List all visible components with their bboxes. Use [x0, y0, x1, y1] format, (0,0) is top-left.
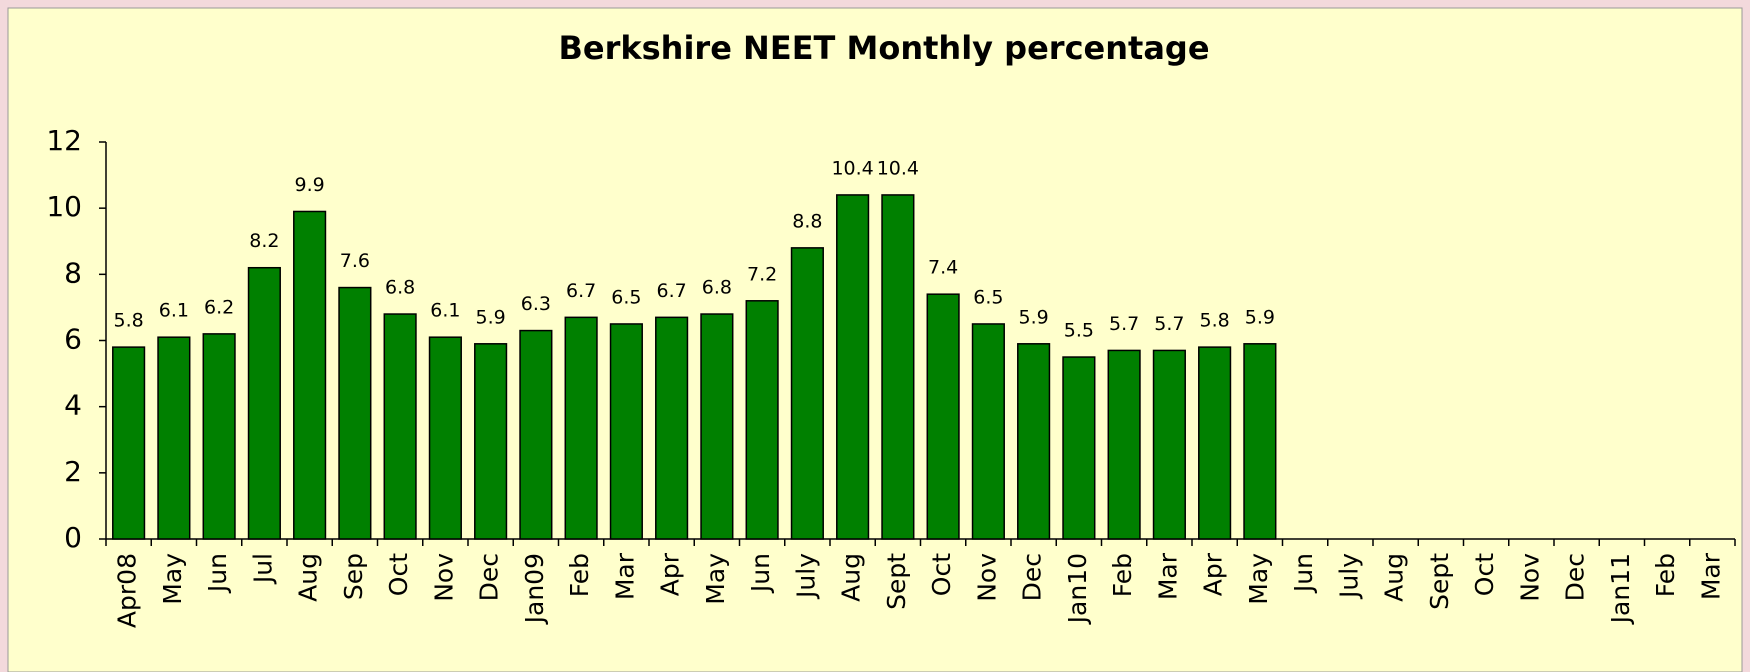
- value-label: 6.8: [702, 277, 732, 299]
- value-label: 5.9: [476, 306, 506, 328]
- x-tick-label: Feb: [1651, 553, 1680, 597]
- value-label: 5.7: [1154, 313, 1184, 335]
- x-tick-label: Oct: [927, 553, 956, 596]
- bar: [655, 316, 689, 540]
- value-label: 6.5: [611, 286, 641, 308]
- bar: [1152, 349, 1186, 540]
- value-label: 7.4: [928, 257, 958, 279]
- x-tick-label: Apr08: [113, 553, 142, 628]
- bar: [428, 336, 462, 540]
- bar: [293, 210, 327, 540]
- x-tick-label: Mar: [1153, 552, 1182, 600]
- value-label: 5.7: [1109, 313, 1139, 335]
- bar: [1243, 343, 1277, 540]
- value-label: 7.2: [747, 263, 777, 285]
- x-tick-label: Aug: [1380, 553, 1409, 602]
- x-tick-label: Sept: [882, 553, 911, 610]
- x-tick-label: Mar: [610, 552, 639, 600]
- value-label: 6.1: [159, 300, 189, 322]
- bar: [247, 266, 281, 540]
- y-tick-label: 12: [46, 124, 82, 157]
- x-tick-label: Nov: [429, 553, 458, 602]
- value-label: 5.8: [114, 310, 144, 332]
- value-label: 7.6: [340, 250, 370, 272]
- x-tick-label: Jun: [203, 553, 232, 594]
- value-label: 10.4: [831, 157, 873, 179]
- x-tick-label: Jan11: [1606, 553, 1635, 625]
- bar: [700, 313, 734, 540]
- bar: [971, 323, 1005, 540]
- value-label: 6.5: [973, 286, 1003, 308]
- bar: [745, 300, 779, 540]
- bar: [1017, 343, 1051, 540]
- chart-title: Berkshire NEET Monthly percentage: [558, 29, 1209, 67]
- x-tick-label: Mar: [1696, 552, 1725, 600]
- value-label: 8.2: [249, 230, 279, 252]
- x-tick-label: Apr: [656, 552, 685, 596]
- bar: [1107, 349, 1141, 540]
- bar: [836, 194, 870, 540]
- x-tick-label: Feb: [565, 553, 594, 597]
- bar: [112, 346, 146, 540]
- bar: [338, 286, 372, 540]
- value-label: 6.1: [430, 300, 460, 322]
- x-tick-label: Oct: [384, 553, 413, 596]
- bar: [926, 293, 960, 540]
- x-tick-label: Jan09: [520, 553, 549, 625]
- x-tick-label: Jan10: [1063, 553, 1092, 625]
- bar: [157, 336, 191, 540]
- bar: [202, 333, 236, 540]
- value-label: 9.9: [295, 174, 325, 196]
- x-tick-label: May: [1244, 553, 1273, 605]
- value-label: 6.8: [385, 277, 415, 299]
- value-label: 5.8: [1200, 310, 1230, 332]
- bar: [881, 194, 915, 540]
- value-label: 5.5: [1064, 320, 1094, 342]
- y-tick-label: 0: [64, 521, 82, 554]
- x-tick-label: Jun: [746, 553, 775, 594]
- bar: [790, 247, 824, 540]
- value-label: 10.4: [877, 157, 919, 179]
- value-label: 6.7: [566, 280, 596, 302]
- value-label: 6.7: [657, 280, 687, 302]
- bar: [383, 313, 417, 540]
- bar: [609, 323, 643, 540]
- y-tick-label: 6: [64, 323, 82, 356]
- x-tick-label: Feb: [1108, 553, 1137, 597]
- y-tick-label: 8: [64, 256, 82, 289]
- value-label: 6.2: [204, 296, 234, 318]
- x-tick-label: Sep: [339, 553, 368, 600]
- value-label: 6.3: [521, 293, 551, 315]
- bar: [1062, 356, 1096, 540]
- x-tick-label: Dec: [1018, 553, 1047, 601]
- bar: [474, 343, 508, 540]
- y-tick-label: 4: [64, 389, 82, 422]
- value-label: 5.9: [1245, 306, 1275, 328]
- x-tick-label: May: [158, 553, 187, 605]
- bar: [519, 329, 553, 540]
- y-tick-label: 10: [46, 190, 82, 223]
- value-label: 5.9: [1019, 306, 1049, 328]
- y-tick-label: 2: [64, 455, 82, 488]
- x-tick-label: Nov: [972, 553, 1001, 602]
- x-tick-label: Apr: [1199, 552, 1228, 596]
- x-tick-label: May: [701, 553, 730, 605]
- x-tick-label: Dec: [475, 553, 504, 601]
- x-tick-label: Oct: [1470, 553, 1499, 596]
- x-tick-label: Jun: [1289, 553, 1318, 594]
- x-tick-label: Nov: [1515, 553, 1544, 602]
- bar: [564, 316, 598, 540]
- x-tick-label: Aug: [837, 553, 866, 602]
- x-tick-label: July: [1334, 553, 1363, 600]
- value-label: 8.8: [792, 210, 822, 232]
- x-tick-label: Dec: [1561, 553, 1590, 601]
- x-tick-label: Aug: [294, 553, 323, 602]
- bar: [1198, 346, 1232, 540]
- x-tick-label: July: [791, 553, 820, 600]
- x-tick-label: Jul: [248, 553, 277, 585]
- x-tick-label: Sept: [1425, 553, 1454, 610]
